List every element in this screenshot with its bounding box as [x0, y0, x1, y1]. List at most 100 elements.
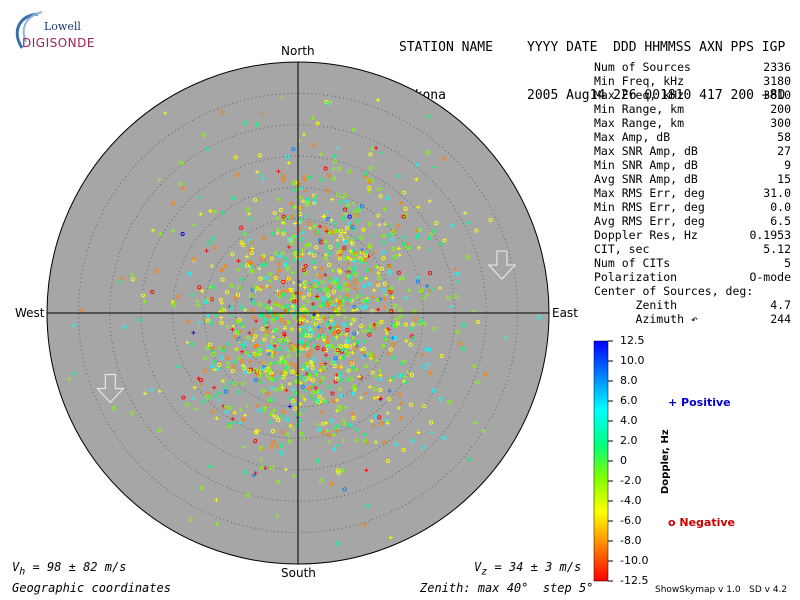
- source-point-negative: [347, 423, 352, 428]
- source-point-positive: [383, 222, 388, 227]
- source-point-negative: [231, 195, 236, 201]
- source-point-positive: [376, 307, 381, 312]
- source-point-negative: [278, 207, 283, 213]
- source-point-positive: [269, 348, 274, 352]
- source-point-positive: [334, 428, 339, 433]
- source-point-negative: [300, 394, 305, 399]
- source-point-negative: [202, 355, 207, 360]
- source-point-negative: [307, 175, 312, 180]
- source-point-positive: [397, 277, 402, 282]
- source-point-positive: [305, 364, 310, 369]
- source-point-positive: [309, 393, 314, 398]
- source-point-positive: [466, 220, 471, 225]
- source-point-positive: [288, 396, 293, 401]
- source-point-positive: [318, 368, 323, 373]
- source-point-positive: [308, 337, 313, 342]
- source-point-negative: [422, 321, 427, 326]
- stat-label: Min RMS Err, deg: [594, 200, 705, 214]
- source-point-negative: [326, 173, 331, 178]
- source-point-negative: [261, 254, 266, 259]
- source-point-negative: [403, 322, 409, 327]
- vz-subscript: z: [481, 566, 488, 578]
- source-point-negative: [206, 146, 211, 151]
- source-point-positive: [274, 312, 279, 317]
- source-point-positive: [130, 273, 135, 278]
- horizontal-velocity: Vh = 98 ± 82 m/s: [12, 560, 126, 577]
- logo-lowell-text: Lowell: [44, 20, 81, 33]
- source-point-positive: [316, 334, 321, 339]
- source-point-positive: [352, 286, 357, 291]
- source-point-negative: [434, 221, 439, 226]
- source-point-negative: [304, 346, 309, 351]
- source-point-negative: [236, 390, 241, 395]
- source-point-positive: [212, 359, 217, 364]
- source-point-negative: [280, 251, 285, 256]
- source-point-negative: [317, 395, 322, 400]
- source-point-negative: [235, 292, 241, 297]
- source-point-positive: [335, 238, 340, 243]
- source-point-positive: [350, 350, 355, 355]
- source-point-positive: [363, 260, 368, 265]
- source-point-positive: [311, 197, 316, 202]
- source-point-negative: [330, 280, 335, 285]
- source-point-positive: [229, 313, 234, 318]
- source-point-positive: [385, 411, 390, 416]
- drift-arrow-icon: [95, 373, 125, 404]
- source-point-positive: [397, 253, 402, 258]
- source-point-negative: [273, 275, 278, 280]
- source-point-positive: [294, 291, 298, 296]
- source-point-positive: [263, 405, 268, 410]
- source-point-negative: [334, 376, 339, 381]
- source-point-negative: [250, 287, 256, 292]
- source-point-positive: [212, 209, 217, 214]
- source-point-negative: [136, 318, 141, 323]
- source-point-positive: [251, 338, 256, 343]
- source-point-positive: [319, 275, 324, 280]
- stat-value: 27: [777, 144, 791, 158]
- source-point-negative: [111, 406, 116, 411]
- source-point-negative: [312, 357, 317, 362]
- source-point-positive: [283, 467, 288, 472]
- source-point-negative: [312, 369, 317, 374]
- source-point-negative: [346, 169, 351, 174]
- source-point-negative: [428, 271, 433, 276]
- source-point-negative: [245, 263, 250, 268]
- source-point-positive: [275, 443, 279, 448]
- source-point-negative: [310, 383, 316, 388]
- source-point-positive: [248, 248, 252, 253]
- source-point-positive: [191, 222, 196, 227]
- source-point-positive: [176, 364, 181, 369]
- source-point-positive: [280, 305, 285, 310]
- source-point-positive: [282, 333, 287, 338]
- source-point-negative: [393, 254, 398, 259]
- source-point-positive: [250, 333, 254, 338]
- source-point-positive: [240, 277, 245, 282]
- source-point-negative: [282, 320, 288, 325]
- source-point-positive: [369, 419, 374, 423]
- source-point-negative: [289, 201, 295, 206]
- source-point-negative: [350, 317, 355, 322]
- source-point-negative: [220, 110, 225, 115]
- source-point-positive: [402, 235, 406, 240]
- source-point-negative: [336, 311, 341, 316]
- source-point-positive: [275, 313, 280, 318]
- source-point-positive: [289, 328, 294, 333]
- stat-value: 3810: [763, 88, 791, 102]
- skymap-axes: [47, 62, 549, 564]
- source-point-negative: [282, 341, 287, 346]
- source-point-positive: [270, 373, 275, 378]
- source-point-negative: [187, 271, 192, 276]
- source-point-negative: [310, 313, 316, 318]
- source-point-positive: [286, 161, 291, 165]
- source-point-negative: [140, 293, 146, 298]
- source-point-negative: [314, 245, 319, 250]
- source-point-negative: [279, 451, 284, 456]
- stat-label: Max Range, km: [594, 116, 685, 130]
- source-point-negative: [296, 327, 302, 332]
- source-point-negative: [277, 253, 282, 258]
- source-point-negative: [378, 194, 383, 199]
- source-point-negative: [337, 256, 343, 261]
- source-point-positive: [298, 195, 303, 200]
- source-point-positive: [277, 303, 281, 308]
- source-point-negative: [188, 517, 193, 522]
